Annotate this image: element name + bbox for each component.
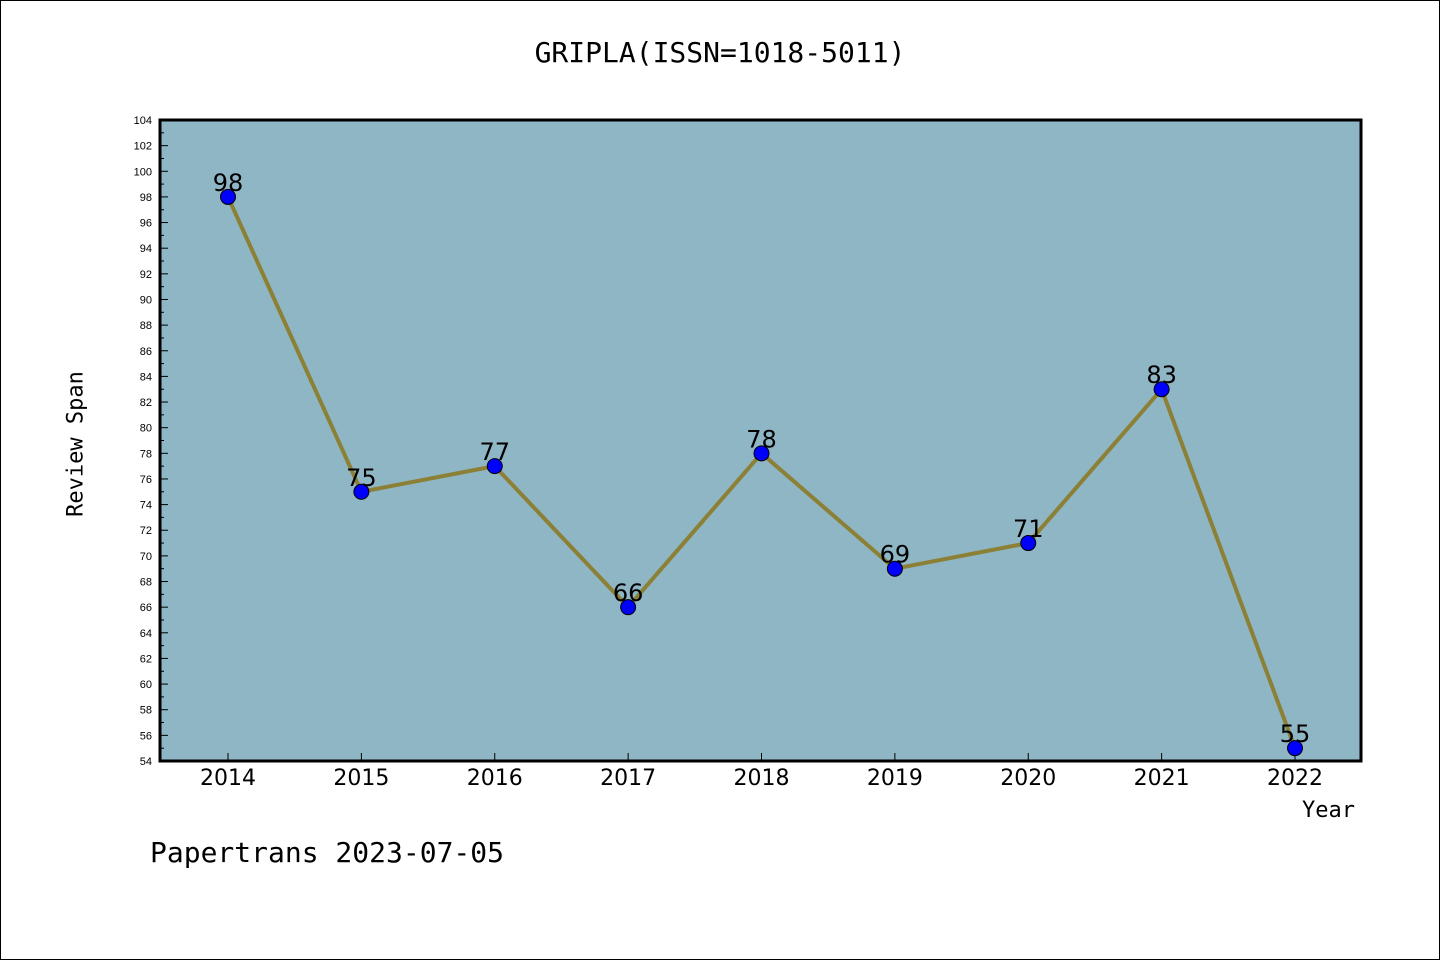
y-tick-label: 74 <box>140 500 152 512</box>
y-tick-label: 64 <box>140 628 152 640</box>
y-tick-label: 90 <box>140 294 152 306</box>
x-tick-label: 2015 <box>333 766 389 791</box>
x-tick-label: 2017 <box>600 766 656 791</box>
y-tick-label: 62 <box>140 653 152 665</box>
y-tick-label: 100 <box>134 166 152 178</box>
x-axis-ticks: 2014 2015 2016 2017 2018 2019 2020 2021 2022 <box>200 753 1323 791</box>
y-tick-label: 60 <box>140 679 152 691</box>
data-label: 78 <box>746 425 777 453</box>
plot-area <box>160 120 1361 761</box>
y-tick-label: 84 <box>140 371 152 383</box>
data-label: 98 <box>213 169 244 197</box>
y-tick-label: 70 <box>140 551 152 563</box>
y-tick-label: 72 <box>140 525 152 537</box>
data-label: 83 <box>1146 361 1177 389</box>
x-tick-label: 2016 <box>467 766 523 791</box>
x-tick-label: 2022 <box>1267 766 1323 791</box>
y-tick-label: 76 <box>140 474 152 486</box>
x-tick-label: 2021 <box>1134 766 1190 791</box>
data-label: 75 <box>346 464 377 492</box>
watermark-text: Papertrans 2023-07-05 <box>150 836 505 869</box>
data-point <box>486 458 503 475</box>
y-tick-label: 58 <box>140 705 152 717</box>
data-label: 71 <box>1013 515 1044 543</box>
data-point <box>353 483 370 500</box>
data-point <box>1287 740 1303 757</box>
data-point <box>620 599 637 616</box>
data-point <box>220 188 236 205</box>
data-point <box>886 560 903 577</box>
y-tick-label: 96 <box>140 218 152 230</box>
y-tick-label: 92 <box>140 269 152 281</box>
y-tick-label: 94 <box>140 243 152 255</box>
y-tick-label: 68 <box>140 577 152 589</box>
y-tick-label: 78 <box>140 448 152 460</box>
y-tick-label: 56 <box>140 730 152 742</box>
data-label: 66 <box>613 579 644 607</box>
data-label: 55 <box>1280 720 1311 748</box>
y-tick-label: 54 <box>140 756 152 768</box>
x-tick-label: 2014 <box>200 766 256 791</box>
y-tick-label: 102 <box>134 141 152 153</box>
data-label: 77 <box>479 438 510 466</box>
x-axis-label: Year <box>1302 798 1355 823</box>
series-group: 98 75 77 66 78 69 71 83 55 <box>213 169 1311 757</box>
y-tick-label: 82 <box>140 397 152 409</box>
data-point <box>753 445 770 462</box>
plot-border <box>158 118 1363 763</box>
y-tick-label: 80 <box>140 423 152 435</box>
x-tick-label: 2020 <box>1000 766 1056 791</box>
x-tick-label: 2018 <box>734 766 790 791</box>
data-label: 69 <box>880 541 911 569</box>
data-point <box>1020 535 1037 552</box>
data-point <box>1153 381 1170 398</box>
y-tick-label: 66 <box>140 602 152 614</box>
x-tick-label: 2019 <box>867 766 923 791</box>
y-tick-label: 98 <box>140 192 152 204</box>
chart-title: GRIPLA(ISSN=1018-5011) <box>534 36 906 69</box>
y-tick-label: 104 <box>134 115 152 127</box>
y-tick-label: 88 <box>140 320 152 332</box>
y-tick-label: 86 <box>140 346 152 358</box>
